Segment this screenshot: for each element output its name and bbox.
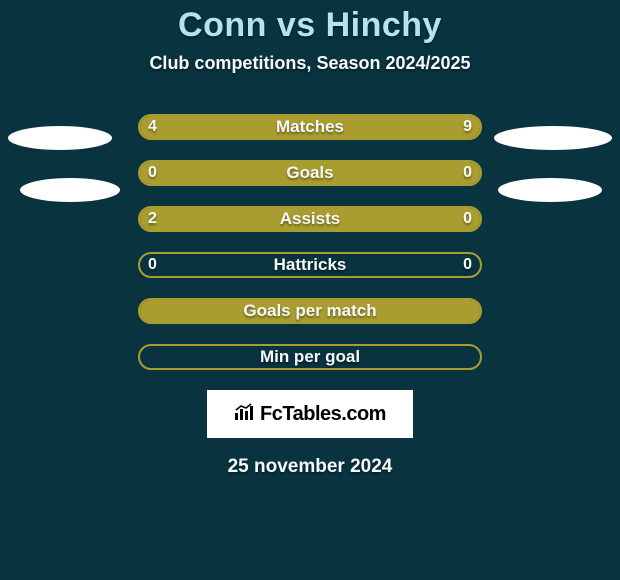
logo-badge: FcTables.com — [207, 390, 413, 438]
stat-value-right: 0 — [463, 208, 472, 230]
stat-bar-track: Matches4 9 — [138, 114, 482, 140]
stat-value-right: 0 — [463, 162, 472, 184]
logo-text: FcTables.com — [260, 403, 386, 426]
stat-bar-track: Goals0 0 — [138, 160, 482, 186]
stat-row: Goals per match — [0, 298, 620, 324]
stat-row: Assists2 0 — [0, 206, 620, 232]
stat-row: Goals0 0 — [0, 160, 620, 186]
footer-date: 25 november 2024 — [0, 456, 620, 478]
stat-label: Assists — [140, 208, 480, 230]
stat-value-right: 0 — [463, 254, 472, 276]
stat-value-right: 9 — [463, 116, 472, 138]
stat-bar-track: Assists2 0 — [138, 206, 482, 232]
stat-label: Goals — [140, 162, 480, 184]
stat-row: Hattricks0 0 — [0, 252, 620, 278]
page-subtitle: Club competitions, Season 2024/2025 — [0, 53, 620, 74]
stat-row: Matches4 9 — [0, 114, 620, 140]
stat-row: Min per goal — [0, 344, 620, 370]
chart-icon — [234, 403, 256, 426]
comparison-chart: Matches49Goals00Assists20Hattricks00Goal… — [0, 114, 620, 370]
stat-bar-track: Min per goal — [138, 344, 482, 370]
stat-bar-track: Goals per match — [138, 298, 482, 324]
stat-label: Min per goal — [140, 346, 480, 368]
stat-bar-track: Hattricks0 0 — [138, 252, 482, 278]
stat-value-left: 2 — [148, 208, 157, 230]
stat-value-left: 0 — [148, 162, 157, 184]
stat-value-left: 0 — [148, 254, 157, 276]
stat-label: Matches — [140, 116, 480, 138]
stat-value-left: 4 — [148, 116, 157, 138]
page-title: Conn vs Hinchy — [0, 0, 620, 45]
stat-label: Goals per match — [140, 300, 480, 322]
stat-label: Hattricks — [140, 254, 480, 276]
